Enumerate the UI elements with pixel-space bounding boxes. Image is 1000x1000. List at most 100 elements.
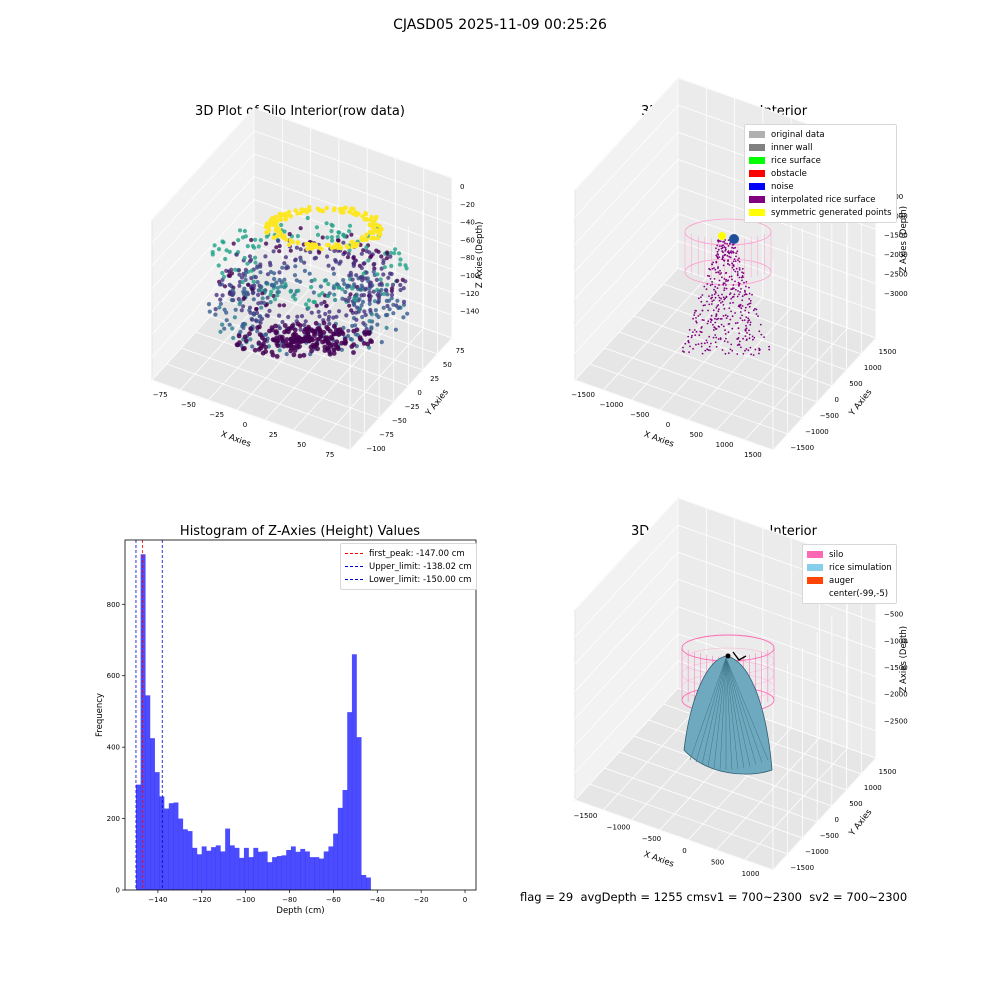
point bbox=[723, 259, 726, 262]
point bbox=[759, 323, 762, 326]
grid-line bbox=[677, 267, 877, 339]
grid-line bbox=[574, 633, 679, 746]
point bbox=[322, 348, 328, 353]
histogram-bar bbox=[229, 845, 235, 890]
point bbox=[298, 226, 303, 231]
point bbox=[363, 312, 368, 318]
point bbox=[344, 313, 349, 318]
point bbox=[404, 266, 409, 271]
histogram-bar bbox=[347, 712, 353, 890]
point bbox=[316, 309, 321, 314]
grid-line bbox=[574, 497, 679, 611]
point bbox=[351, 350, 356, 355]
point bbox=[720, 302, 722, 304]
point bbox=[293, 264, 298, 269]
point bbox=[361, 341, 367, 346]
auger-shape bbox=[732, 651, 747, 661]
point bbox=[743, 281, 745, 284]
point bbox=[284, 352, 289, 357]
x-tick-label: 0 bbox=[243, 421, 247, 429]
point bbox=[359, 293, 364, 298]
point bbox=[220, 270, 225, 276]
grid-line bbox=[253, 153, 453, 225]
point bbox=[250, 317, 255, 322]
point bbox=[375, 236, 381, 241]
point bbox=[699, 313, 702, 316]
point bbox=[749, 299, 752, 302]
histogram-bar bbox=[295, 851, 301, 890]
grid-line bbox=[716, 737, 820, 851]
point bbox=[227, 322, 232, 327]
point bbox=[375, 287, 380, 292]
point bbox=[727, 263, 729, 265]
point bbox=[256, 292, 261, 297]
point bbox=[742, 353, 745, 355]
y-tick-label: −1500 bbox=[790, 864, 814, 872]
point bbox=[731, 278, 733, 281]
point bbox=[309, 348, 314, 354]
point bbox=[327, 321, 332, 326]
point bbox=[368, 236, 374, 241]
point bbox=[260, 291, 265, 296]
point bbox=[212, 243, 217, 248]
legend-label: obstacle bbox=[771, 168, 807, 179]
legend-swatch bbox=[749, 157, 765, 164]
z-tick-label: −2500 bbox=[884, 270, 908, 278]
point bbox=[724, 242, 726, 245]
point bbox=[701, 294, 704, 296]
point bbox=[741, 314, 743, 317]
point bbox=[362, 261, 367, 266]
point bbox=[311, 344, 317, 350]
point bbox=[714, 285, 717, 288]
point bbox=[256, 244, 261, 249]
point bbox=[278, 233, 283, 238]
x-tick-label: −50 bbox=[181, 401, 196, 409]
point bbox=[341, 232, 346, 237]
point bbox=[401, 302, 407, 307]
point bbox=[374, 222, 379, 227]
point bbox=[692, 331, 694, 333]
point bbox=[715, 271, 717, 274]
grid-line bbox=[574, 524, 679, 638]
point bbox=[401, 286, 406, 291]
point bbox=[324, 303, 329, 308]
point bbox=[397, 251, 402, 256]
point bbox=[715, 345, 718, 348]
point bbox=[712, 336, 715, 339]
classify-legend: original data inner wall rice surface obsta… bbox=[744, 124, 897, 223]
point bbox=[397, 262, 403, 267]
point bbox=[279, 222, 284, 228]
grid-line bbox=[648, 299, 847, 371]
point bbox=[711, 267, 714, 270]
point bbox=[349, 308, 354, 313]
point bbox=[277, 243, 282, 249]
grid-line bbox=[293, 317, 396, 431]
legend-label: Upper_limit: -138.02 cm bbox=[369, 561, 472, 572]
point bbox=[758, 352, 760, 355]
point bbox=[239, 308, 244, 313]
point bbox=[403, 279, 408, 284]
point bbox=[727, 245, 730, 247]
point bbox=[374, 277, 379, 282]
point bbox=[693, 312, 696, 314]
point bbox=[369, 253, 374, 259]
point bbox=[724, 239, 727, 241]
histogram-bar bbox=[248, 857, 254, 890]
y-tick-label: 1000 bbox=[864, 364, 882, 372]
point bbox=[271, 337, 277, 343]
z-tick-label: −1000 bbox=[884, 637, 908, 645]
point bbox=[240, 346, 246, 352]
point bbox=[291, 352, 297, 358]
point bbox=[309, 310, 314, 315]
point bbox=[222, 326, 227, 331]
point bbox=[367, 286, 372, 291]
point bbox=[703, 342, 706, 345]
y-tick-label: 0 bbox=[835, 396, 839, 404]
point bbox=[351, 255, 356, 260]
point bbox=[288, 289, 293, 294]
legend-label: Lower_limit: -150.00 cm bbox=[369, 574, 472, 585]
point bbox=[264, 241, 269, 246]
point bbox=[373, 217, 378, 222]
point bbox=[393, 247, 398, 252]
point bbox=[716, 318, 718, 321]
